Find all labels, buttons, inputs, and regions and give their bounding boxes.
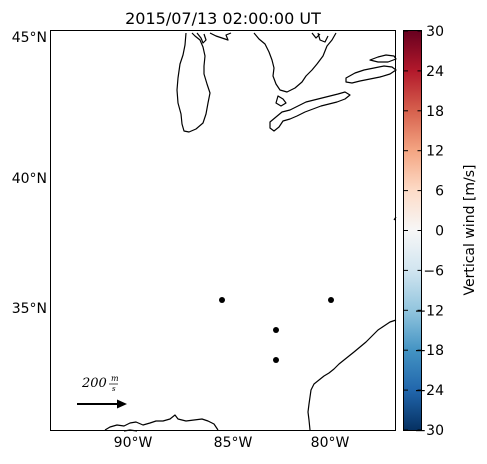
colorbar: 30 24 18 12 6 0 −6 −12 −18 −24 −30 Vertical wind [… [403,24,478,439]
lon-label-85w: 85°W [214,435,253,451]
lon-label-90w: 90°W [114,435,153,451]
colorbar-tick-label: 12 [426,144,444,160]
colorbar-tick-label: −12 [414,303,444,319]
map-frame [50,30,396,431]
colorbar-tick-label: 24 [426,64,444,80]
colorbar-tick-label: 18 [426,104,444,120]
upper-peninsula-shore [209,32,232,41]
quiver-key-value: 200 [81,376,107,391]
st-lawrence-outline [369,54,397,63]
quiver-key-unit-num: m [111,374,119,383]
longitude-labels: 90°W 85°W 80°W [114,435,350,451]
quiver-key: 200 m s [77,374,127,409]
station-markers [219,297,334,363]
lat-label-35n: 35°N [12,301,47,317]
quiver-key-arrowhead [117,399,127,409]
lake-ontario-outline [345,65,397,84]
colorbar-ticks: 30 24 18 12 6 0 −6 −12 −18 −24 −30 [404,24,444,439]
lake-erie-outline [269,91,351,132]
lake-huron-outline [253,32,337,93]
georgian-bay-outline [317,32,329,43]
lon-label-80w: 80°W [311,435,350,451]
map-title: 2015/07/13 02:00:00 UT [125,9,321,28]
lat-label-40n: 40°N [12,171,47,187]
lake-michigan-outline [176,32,211,133]
lake-st-clair-outline [275,95,287,107]
colorbar-tick-label: 6 [435,184,444,200]
gulf-coastline [104,414,219,431]
atlantic-coastline [307,216,397,431]
colorbar-tick-label: −30 [414,423,444,439]
colorbar-tick-label: 0 [435,224,444,240]
northeast-shore [311,32,321,39]
green-bay-outline [196,32,207,44]
colorbar-label: Vertical wind [m/s] [462,165,478,296]
lat-label-45n: 45°N [12,30,47,46]
colorbar-tick-label: −6 [423,263,444,279]
map-panel: 200 m s 45°N 40°N 35°N 90°W 85°W 80°W [12,30,397,451]
coastlines [104,32,397,432]
colorbar-tick-label: 30 [426,24,444,40]
colorbar-tick-label: −18 [414,343,444,359]
quiver-key-unit-den: s [112,385,116,393]
station-marker [273,327,279,333]
latitude-labels: 45°N 40°N 35°N [12,30,47,317]
colorbar-tick-label: −24 [414,383,444,399]
station-marker [219,297,225,303]
station-marker [273,357,279,363]
station-marker [328,297,334,303]
